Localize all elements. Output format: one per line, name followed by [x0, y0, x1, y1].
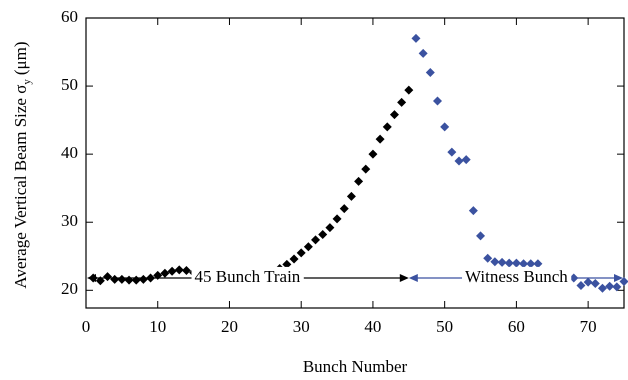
data-point: [483, 253, 493, 263]
data-point: [425, 67, 435, 77]
data-point: [411, 33, 421, 43]
data-point: [174, 265, 184, 275]
arrow-head: [399, 274, 409, 282]
data-point: [131, 275, 141, 285]
x-axis-label: Bunch Number: [303, 357, 408, 376]
data-point: [533, 259, 543, 269]
data-point: [181, 266, 191, 276]
data-point: [303, 242, 313, 252]
data-point: [282, 259, 292, 269]
annotation: 45 Bunch Train: [195, 267, 301, 286]
data-point: [368, 149, 378, 159]
data-point: [110, 274, 120, 284]
x-tick-label: 10: [149, 317, 166, 336]
x-tick-label: 0: [82, 317, 91, 336]
data-point: [490, 257, 500, 267]
data-point: [440, 122, 450, 132]
x-tick-label: 70: [580, 317, 597, 336]
x-tick-label: 40: [364, 317, 381, 336]
x-tick-label: 60: [508, 317, 525, 336]
data-point: [346, 191, 356, 201]
data-point: [382, 122, 392, 132]
data-point: [468, 206, 478, 216]
data-point: [432, 96, 442, 106]
data-point: [576, 281, 586, 291]
y-axis-label-main: Average Vertical Beam Size σ: [11, 85, 30, 289]
data-point: [605, 281, 615, 291]
data-point: [511, 258, 521, 268]
y-tick-label: 30: [61, 211, 78, 230]
data-point: [612, 282, 622, 292]
data-point: [519, 259, 529, 269]
y-axis-label: Average Vertical Beam Size σy (μm): [11, 41, 33, 288]
data-point: [454, 156, 464, 166]
data-point: [361, 164, 371, 174]
data-point: [597, 283, 607, 293]
data-point: [418, 48, 428, 58]
annotation-bg: [191, 266, 304, 286]
data-point: [497, 257, 507, 267]
x-tick-label: 20: [221, 317, 238, 336]
data-point: [332, 214, 342, 224]
y-tick-label: 50: [61, 75, 78, 94]
y-axis-label-unit: (μm): [11, 41, 30, 75]
arrow-head: [408, 274, 418, 282]
data-point: [318, 229, 328, 239]
arrow-head: [87, 274, 96, 282]
data-point: [476, 231, 486, 241]
data-point: [397, 97, 407, 107]
data-point: [103, 272, 113, 282]
data-point: [619, 276, 628, 286]
data-point: [590, 278, 600, 288]
y-tick-label: 20: [61, 279, 78, 298]
y-tick-label: 40: [61, 143, 78, 162]
x-tick-label: 30: [293, 317, 310, 336]
data-point: [526, 259, 536, 269]
data-point: [167, 266, 177, 276]
annotation: Witness Bunch: [465, 267, 568, 286]
data-point: [583, 277, 593, 287]
plot-frame: [85, 17, 625, 309]
data-point: [461, 155, 471, 165]
data-point: [375, 134, 385, 144]
data-point: [339, 204, 349, 214]
arrow-head: [614, 274, 623, 282]
data-point: [325, 223, 335, 233]
data-point: [311, 235, 321, 245]
data-point: [447, 147, 457, 157]
x-tick-label: 50: [436, 317, 453, 336]
data-point: [117, 274, 127, 284]
data-point: [289, 254, 299, 264]
data-point: [354, 176, 364, 186]
data-point: [389, 110, 399, 120]
data-point: [160, 268, 170, 278]
data-point: [404, 85, 414, 95]
y-axis-label-sub: y: [21, 79, 33, 85]
data-point: [296, 248, 306, 258]
annotation-bg: [462, 266, 572, 286]
data-point: [138, 274, 148, 284]
data-point: [504, 258, 514, 268]
y-tick-label: 60: [61, 7, 78, 26]
